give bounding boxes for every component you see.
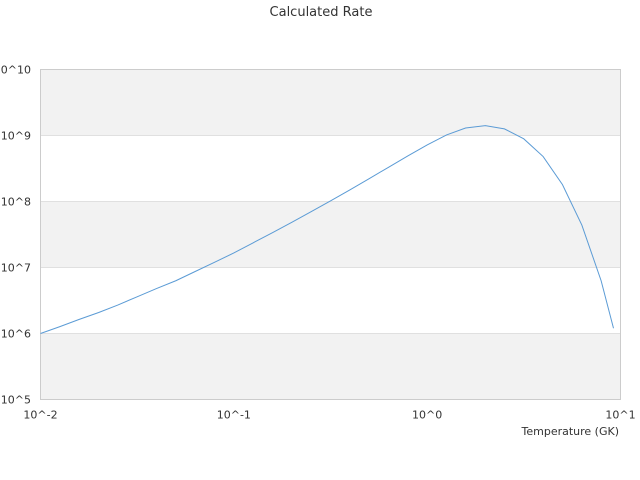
y-tick-label: 10^5 <box>1 394 31 407</box>
y-grid-band <box>40 333 621 400</box>
x-tick-label: 10^-2 <box>23 409 57 422</box>
y-tick-label: 10^10 <box>0 64 31 77</box>
plot-border <box>40 69 621 400</box>
y-tick-label: 10^6 <box>1 328 31 341</box>
y-tick-label: 10^9 <box>1 130 31 143</box>
x-tick-label: 10^0 <box>412 409 442 422</box>
series-line <box>40 125 614 334</box>
chart-title: Calculated Rate <box>270 5 373 20</box>
y-grid-band <box>40 69 621 136</box>
y-grid-band <box>40 201 621 268</box>
x-axis-title: Temperature (GK) <box>521 425 620 438</box>
x-tick-label: 10^1 <box>605 409 635 422</box>
y-tick-label: 10^8 <box>1 196 31 209</box>
x-tick-label: 10^-1 <box>217 409 251 422</box>
y-tick-label: 10^7 <box>1 262 31 275</box>
